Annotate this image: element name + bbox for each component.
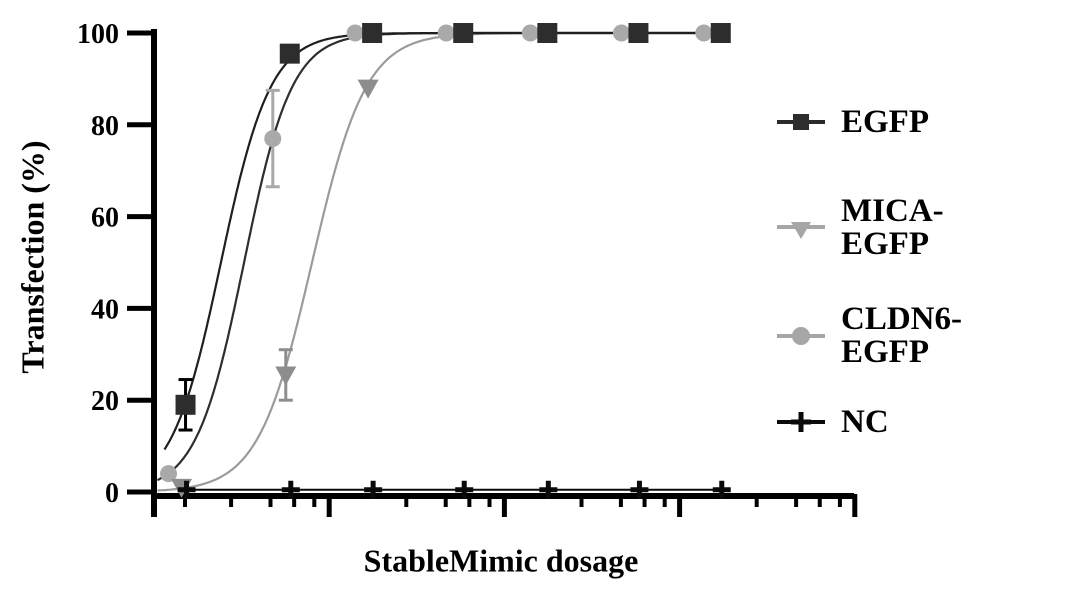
legend-item-mica-egfp: MICA-EGFP bbox=[776, 195, 944, 261]
data-point-square bbox=[453, 23, 474, 43]
legend-label: CLDN6-EGFP bbox=[841, 301, 962, 370]
data-point-plus bbox=[539, 480, 558, 499]
data-point-triangle bbox=[275, 366, 297, 386]
data-point-square bbox=[628, 23, 649, 43]
legend-item-nc: NC bbox=[776, 405, 889, 439]
data-point-plus bbox=[455, 480, 474, 499]
legend-circle bbox=[792, 327, 810, 345]
legend-label: EGFP bbox=[841, 103, 929, 140]
y-tick-label: 40 bbox=[91, 294, 119, 325]
data-point-circle bbox=[437, 24, 455, 42]
series-markers-egfp bbox=[175, 23, 731, 415]
legend-label: NC bbox=[841, 403, 889, 440]
y-tick-label: 60 bbox=[91, 203, 119, 234]
axes: 0 20 40 60 80 100 bbox=[77, 19, 858, 517]
legend-item-cldn6-egfp: CLDN6-EGFP bbox=[776, 303, 962, 369]
data-point-plus bbox=[630, 480, 649, 499]
data-point-circle bbox=[264, 130, 282, 148]
data-point-square bbox=[362, 23, 383, 43]
data-point-plus bbox=[281, 480, 300, 499]
circle-marker-icon bbox=[777, 327, 825, 345]
square-marker-icon bbox=[777, 114, 825, 130]
legend-square bbox=[793, 114, 809, 130]
data-point-circle bbox=[160, 465, 178, 483]
legend-triangle bbox=[791, 222, 811, 239]
data-point-circle bbox=[521, 24, 539, 42]
fit-curve-cldn6-egfp bbox=[157, 31, 722, 482]
data-point-square bbox=[710, 23, 731, 43]
series-markers-mica-egfp bbox=[171, 24, 730, 498]
data-point-plus bbox=[364, 480, 383, 499]
data-point-square bbox=[279, 43, 300, 64]
data-point-triangle bbox=[357, 79, 379, 99]
data-point-square bbox=[537, 23, 558, 43]
y-tick-label: 20 bbox=[91, 386, 119, 417]
series-markers-nc bbox=[177, 480, 731, 499]
legend-label: MICA-EGFP bbox=[841, 193, 944, 262]
legend-plus bbox=[791, 412, 811, 432]
fit-curves bbox=[157, 31, 723, 492]
data-point-plus bbox=[177, 480, 196, 499]
y-axis-title: Transfection (%) bbox=[14, 140, 51, 374]
series-markers-cldn6-egfp bbox=[160, 24, 713, 483]
data-point-circle bbox=[612, 24, 630, 42]
data-point-circle bbox=[695, 24, 713, 42]
legend-item-egfp: EGFP bbox=[776, 105, 929, 139]
y-tick-label: 0 bbox=[105, 478, 119, 509]
y-tick-label: 80 bbox=[91, 111, 119, 142]
data-point-plus bbox=[712, 480, 731, 499]
data-point-square bbox=[175, 394, 196, 415]
y-tick-label: 100 bbox=[77, 19, 119, 50]
fit-curve-mica-egfp bbox=[157, 31, 722, 492]
triangle-down-marker-icon bbox=[777, 222, 825, 239]
x-axis-title: StableMimic dosage bbox=[363, 542, 639, 579]
plus-marker-icon bbox=[777, 412, 825, 432]
data-point-circle bbox=[346, 24, 364, 42]
